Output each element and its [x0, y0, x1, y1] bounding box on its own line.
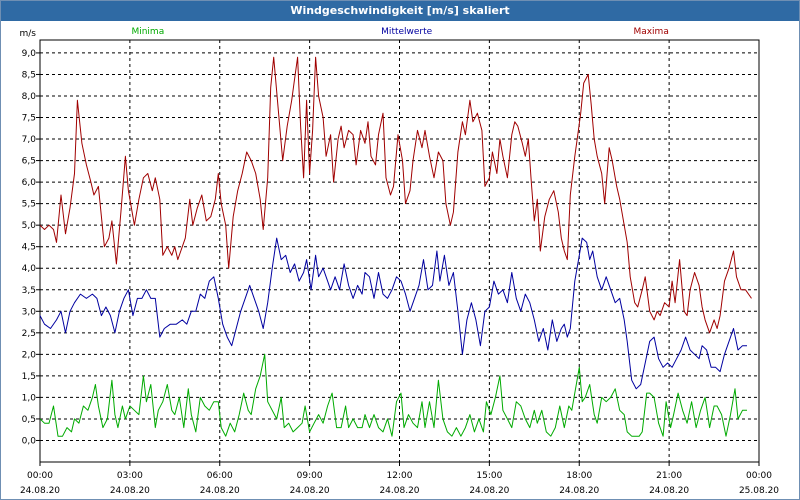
grid: [40, 40, 759, 462]
axes: 0,0 0,5 1,0 1,5 2,0 2,5 3,0 3,5 4,0 4,5 5,0 5,5 6,0 6…: [20, 29, 780, 496]
x-tick-label-time: 06:00: [207, 471, 233, 481]
y-tick-label: 6,5: [22, 157, 36, 167]
x-tick-label-date: 24.08.20: [559, 486, 599, 496]
x-tick-label-date: 24.08.20: [200, 486, 240, 496]
y-tick-label: 0,5: [22, 415, 36, 425]
y-tick-label: 4,5: [22, 243, 36, 253]
y-tick-label: 2,0: [22, 350, 37, 360]
y-tick-label: 8,5: [22, 70, 36, 80]
x-tick-label-date: 24.08.20: [649, 486, 689, 496]
series-line-mittelwerte: [39, 237, 747, 390]
window-title: Windgeschwindigkeit [m/s] skaliert: [1, 1, 799, 21]
x-tick-label-time: 00:00: [27, 471, 53, 481]
y-tick-label: 8,0: [22, 92, 37, 102]
x-tick-label-time: 00:00: [746, 471, 772, 481]
y-tick-label: 1,5: [22, 372, 36, 382]
y-tick-label: 3,5: [22, 286, 36, 296]
wind-speed-chart: 0,0 0,5 1,0 1,5 2,0 2,5 3,0 3,5 4,0 4,5 5,0 5,5 6,0 6…: [20, 27, 780, 496]
x-tick-label-time: 15:00: [476, 471, 502, 481]
series-line-minima: [39, 353, 747, 437]
legend-mittelwerte: Mittelwerte: [381, 27, 432, 37]
y-tick-label: 3,0: [22, 307, 37, 317]
y-tick-label: 1,0: [22, 393, 37, 403]
x-tick-label-time: 21:00: [656, 471, 682, 481]
x-tick-label-date: 24.08.20: [290, 486, 330, 496]
legend-maxima: Maxima: [633, 27, 668, 37]
x-tick-label-date: 24.08.20: [110, 486, 150, 496]
y-tick-label: 6,0: [22, 178, 37, 188]
x-tick-label-date: 24.08.20: [469, 486, 509, 496]
y-tick-label: 7,0: [22, 135, 37, 145]
x-tick-label-date: 24.08.20: [379, 486, 419, 496]
y-tick-label: 0,0: [22, 436, 37, 446]
y-tick-label: 9,0: [22, 49, 37, 59]
x-tick-label-time: 18:00: [566, 471, 592, 481]
y-tick-label: 5,5: [22, 200, 36, 210]
series-layer: [39, 56, 752, 437]
series-line-maxima: [39, 56, 752, 334]
x-tick-label-date: 25.08.20: [739, 486, 779, 496]
legend: Minima Mittelwerte Maxima: [131, 27, 668, 37]
x-tick-label-time: 12:00: [387, 471, 413, 481]
legend-minima: Minima: [131, 27, 164, 37]
x-tick-label-date: 24.08.20: [20, 486, 60, 496]
y-tick-label: 4,0: [22, 264, 37, 274]
y-tick-label: 7,5: [22, 114, 36, 124]
x-tick-label-time: 09:00: [297, 471, 323, 481]
x-tick-label-time: 03:00: [117, 471, 143, 481]
y-tick-label: 2,5: [22, 329, 36, 339]
y-axis-label: m/s: [20, 29, 37, 39]
y-tick-label: 5,0: [22, 221, 37, 231]
